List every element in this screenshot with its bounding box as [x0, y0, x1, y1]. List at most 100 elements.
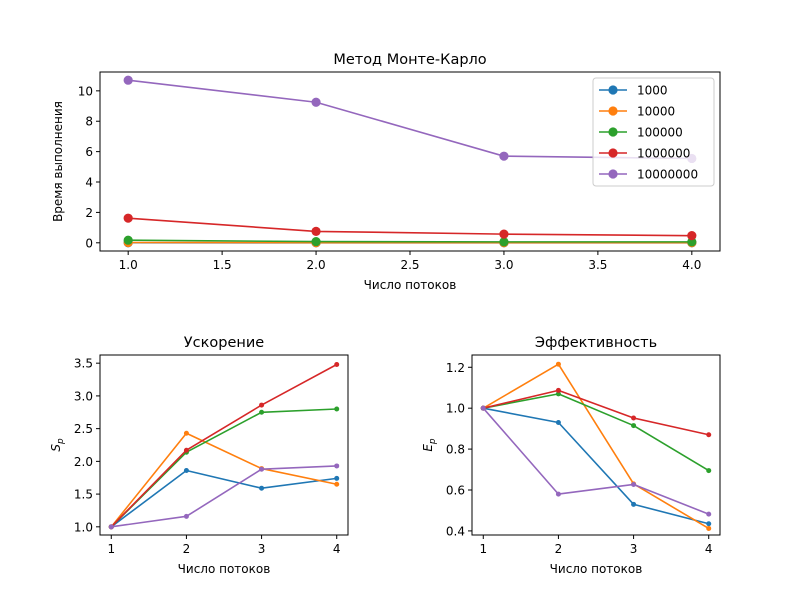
- speedup-y-tick-label: 1.0: [74, 520, 93, 534]
- efficiency-x-axis-label: Число потоков: [550, 562, 643, 576]
- efficiency-series-line-4: [483, 390, 708, 434]
- runtime-y-tick-label: 4: [85, 176, 93, 190]
- runtime-legend-marker-5: [608, 169, 617, 178]
- speedup-series-5-point-3: [259, 467, 264, 472]
- efficiency-series-4-point-2: [556, 388, 561, 393]
- efficiency-x-tick-label: 1: [479, 542, 487, 556]
- runtime-legend-label-4: 1000000: [637, 147, 690, 161]
- efficiency-y-tick-label: 1.2: [446, 361, 465, 375]
- speedup-series-4-point-3: [259, 403, 264, 408]
- runtime-y-axis-label: Время выполнения: [51, 101, 65, 222]
- speedup-series-5-point-2: [184, 514, 189, 519]
- runtime-y-tick-label: 6: [85, 145, 93, 159]
- efficiency-series-line-3: [483, 394, 708, 471]
- speedup-x-tick-label: 1: [107, 542, 115, 556]
- efficiency-title: Эффективность: [535, 335, 657, 351]
- speedup-series-5-point-1: [109, 524, 114, 529]
- runtime-x-axis-label: Число потоков: [364, 278, 457, 292]
- efficiency-series-1-point-4: [706, 521, 711, 526]
- speedup-series-4-point-4: [334, 362, 339, 367]
- runtime-series-5-point-1: [124, 76, 133, 85]
- speedup-x-tick-label: 2: [183, 542, 191, 556]
- efficiency-series-5-point-2: [556, 492, 561, 497]
- speedup-series-1-point-2: [184, 468, 189, 473]
- runtime-legend-label-1: 1000: [637, 84, 668, 98]
- efficiency-series-5-point-4: [706, 512, 711, 517]
- speedup-y-tick-label: 1.5: [74, 488, 93, 502]
- efficiency-y-axis-label: Ep: [421, 438, 438, 452]
- efficiency-series-4-point-4: [706, 432, 711, 437]
- runtime-legend-marker-4: [608, 148, 617, 157]
- runtime-x-tick-label: 1.0: [119, 258, 138, 272]
- speedup-series-2-point-4: [334, 482, 339, 487]
- speedup-series-4-point-2: [184, 448, 189, 453]
- efficiency-series-4-point-3: [631, 416, 636, 421]
- speedup-series-2-point-2: [184, 431, 189, 436]
- runtime-series-4-point-1: [124, 214, 133, 223]
- runtime-series-3-point-1: [124, 236, 133, 245]
- runtime-x-tick-label: 2.5: [400, 258, 419, 272]
- efficiency-y-tick-label: 0.4: [446, 524, 465, 538]
- runtime-series-3-point-2: [311, 237, 320, 246]
- runtime-x-tick-label: 3.0: [494, 258, 513, 272]
- speedup-series-1-point-3: [259, 486, 264, 491]
- efficiency-series-3-point-4: [706, 468, 711, 473]
- speedup-y-axis-label-sub: p: [56, 438, 66, 445]
- speedup-x-tick-label: 4: [333, 542, 341, 556]
- runtime-x-tick-label: 2.0: [307, 258, 326, 272]
- runtime-series-4-point-3: [499, 230, 508, 239]
- speedup-series-line-1: [111, 471, 336, 527]
- runtime-series-5-point-2: [311, 98, 320, 107]
- runtime-series-4-point-4: [687, 231, 696, 240]
- speedup-x-axis-label: Число потоков: [178, 562, 271, 576]
- speedup-panel: 1 2 3 4 1.0 1.5 2.0 2.5 3.0 3.5 Ускорение Число пот…: [49, 335, 348, 576]
- efficiency-y-tick-label: 1.0: [446, 402, 465, 416]
- efficiency-series-2-point-4: [706, 526, 711, 531]
- runtime-legend-label-5: 10000000: [637, 168, 698, 182]
- efficiency-panel: 1 2 3 4 0.4 0.6 0.8 1.0 1.2 Эффективность Число по…: [421, 335, 720, 576]
- runtime-legend-marker-3: [608, 127, 617, 136]
- runtime-y-tick-label: 2: [85, 206, 93, 220]
- efficiency-x-tick-label: 4: [705, 542, 713, 556]
- efficiency-y-tick-label: 0.8: [446, 443, 465, 457]
- efficiency-axes-frame: [472, 355, 720, 535]
- speedup-series-3-point-3: [259, 410, 264, 415]
- efficiency-series-2-point-2: [556, 362, 561, 367]
- speedup-series-3-point-4: [334, 407, 339, 412]
- runtime-legend-marker-2: [608, 106, 617, 115]
- runtime-series-line-3: [128, 240, 692, 242]
- speedup-series-5-point-4: [334, 463, 339, 468]
- runtime-y-tick-label: 10: [78, 84, 93, 98]
- speedup-title: Ускорение: [184, 335, 264, 351]
- efficiency-y-tick-label: 0.6: [446, 484, 465, 498]
- speedup-series-1-point-4: [334, 476, 339, 481]
- runtime-title: Метод Монте-Карло: [333, 52, 486, 68]
- runtime-x-tick-label: 1.5: [213, 258, 232, 272]
- efficiency-series-1-point-2: [556, 420, 561, 425]
- efficiency-series-5-point-1: [481, 406, 486, 411]
- runtime-legend-label-3: 100000: [637, 126, 683, 140]
- speedup-y-axis-label: Sp: [49, 438, 66, 452]
- runtime-y-tick-label: 8: [85, 115, 93, 129]
- efficiency-series-1-point-3: [631, 502, 636, 507]
- speedup-x-tick-label: 3: [258, 542, 266, 556]
- speedup-y-tick-label: 2.5: [74, 422, 93, 436]
- efficiency-x-tick-label: 2: [555, 542, 563, 556]
- efficiency-series-3-point-3: [631, 423, 636, 428]
- runtime-series-line-4: [128, 218, 692, 235]
- runtime-series-4-point-2: [311, 227, 320, 236]
- speedup-y-tick-label: 3.5: [74, 357, 93, 371]
- speedup-y-tick-label: 3.0: [74, 389, 93, 403]
- speedup-series-line-5: [111, 466, 336, 527]
- efficiency-x-tick-label: 3: [630, 542, 638, 556]
- speedup-y-tick-label: 2.0: [74, 455, 93, 469]
- runtime-series-5-point-3: [499, 152, 508, 161]
- efficiency-y-axis-label-sub: p: [428, 438, 438, 445]
- runtime-legend-marker-1: [608, 85, 617, 94]
- runtime-x-tick-label: 4.0: [682, 258, 701, 272]
- runtime-y-tick-label: 0: [85, 236, 93, 250]
